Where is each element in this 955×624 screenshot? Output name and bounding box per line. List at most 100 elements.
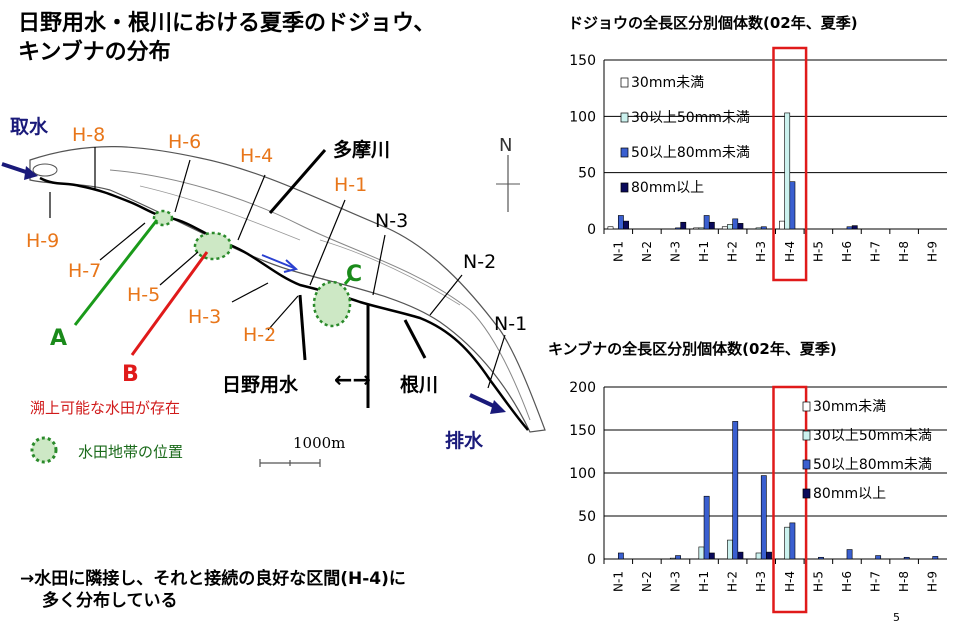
hino-label: 日野用水 <box>222 374 299 396</box>
x-tick-label: H-4 <box>783 571 797 592</box>
bar-H-4-1 <box>784 112 791 230</box>
hino-canal-line <box>39 176 529 431</box>
scale-bar <box>259 459 321 467</box>
page-number: 5 <box>893 611 900 624</box>
label-n2: N-2 <box>463 251 497 273</box>
crucian-chart: 050100150200個体数N-1N-2N-3H-1H-2H-3H-4H-5H… <box>569 380 947 614</box>
line-c <box>343 277 352 285</box>
bar-H-1-2 <box>703 495 710 560</box>
line-a <box>73 219 159 326</box>
label-h6: H-6 <box>168 131 202 153</box>
intake-arrowhead <box>24 166 38 180</box>
label-n1: N-1 <box>494 313 528 335</box>
label-a: A <box>50 326 68 351</box>
x-tick-label: H-3 <box>754 241 768 262</box>
bar-H-3-1 <box>755 227 762 230</box>
bar-N-3-3 <box>680 221 687 230</box>
paddy-zone-h4 <box>193 231 233 261</box>
chart1-title: ドジョウの全長区分別個体数(02年、夏季) <box>568 14 858 32</box>
legend-swatch <box>620 112 629 123</box>
bar-H-1-3 <box>708 552 715 560</box>
bar-H-5-2 <box>818 556 824 560</box>
bar-H-3-3 <box>766 551 772 560</box>
legend-swatch <box>802 488 811 499</box>
bar-N-3-2 <box>675 227 681 230</box>
legend-label: 50以上80mm未満 <box>631 145 750 161</box>
bar-H-2-2 <box>732 218 739 230</box>
legend-label: 水田地帯の位置 <box>78 443 184 461</box>
x-tick-label: N-2 <box>640 571 654 592</box>
bar-N-3-2 <box>675 555 681 560</box>
x-tick-label: H-1 <box>697 241 711 262</box>
tama-pointer <box>268 149 327 214</box>
bar-H-4-2 <box>789 181 796 230</box>
x-tick-label: N-3 <box>668 241 682 262</box>
legend-label: 50以上80mm未満 <box>813 457 932 473</box>
y-tick-label: 50 <box>578 166 596 182</box>
label-h3: H-3 <box>188 306 222 328</box>
y-tick-label: 0 <box>587 222 596 238</box>
y-tick-label: 100 <box>569 466 596 482</box>
x-tick-label: H-8 <box>897 571 911 592</box>
paddy-zone-c <box>312 280 352 328</box>
north-label: N <box>499 135 513 156</box>
discharge-label: 排水 <box>445 430 484 452</box>
bar-H-9-2 <box>932 556 939 560</box>
highlight-box <box>772 46 808 282</box>
bar-H-4-0 <box>779 220 785 230</box>
conclusion-line1: →水田に隣接し、それと接続の良好な区間(H-4)に <box>20 569 406 589</box>
y-tick-label: 200 <box>569 380 596 396</box>
slide-title-line2: キンブナの分布 <box>18 40 171 65</box>
legend-swatch <box>620 147 629 158</box>
y-tick-label: 150 <box>569 53 596 69</box>
x-tick-label: H-8 <box>897 241 911 262</box>
y-tick-label: 0 <box>587 552 596 568</box>
slide-title-line1: 日野用水・根川における夏季のドジョウ、 <box>18 11 436 36</box>
label-b: B <box>122 362 139 387</box>
bar-H-2-2 <box>732 421 739 560</box>
discharge-arrowhead <box>490 400 506 414</box>
x-tick-label: H-2 <box>726 571 740 592</box>
x-tick-label: N-2 <box>640 241 654 262</box>
conclusion-line2: 多く分布している <box>42 591 178 611</box>
bar-H-3-1 <box>755 552 762 560</box>
loach-chart: 050100150個体数N-1N-2N-3H-1H-2H-3H-4H-5H-6H… <box>569 46 947 282</box>
x-tick-label: H-9 <box>926 571 940 592</box>
chart2-title: キンブナの全長区分別個体数(02年、夏季) <box>548 340 837 358</box>
bar-H-2-1 <box>727 224 733 230</box>
legend-label: 30以上50mm未満 <box>813 428 932 444</box>
label-h2: H-2 <box>243 324 277 346</box>
legend-label: 30mm未満 <box>813 399 886 415</box>
slide-title: 日野用水・根川における夏季のドジョウ、 キンブナの分布 <box>18 9 435 67</box>
label-h5: H-5 <box>127 284 161 306</box>
bar-H-1-1 <box>698 227 705 230</box>
leader-lines <box>49 147 506 389</box>
hino-pointer <box>298 294 307 361</box>
legend-swatch <box>802 401 811 412</box>
label-h8: H-8 <box>72 124 106 146</box>
bar-H-1-2 <box>703 215 710 230</box>
x-tick-label: H-7 <box>869 571 883 592</box>
label-n3: N-3 <box>375 210 409 232</box>
y-tick-label: 100 <box>569 109 596 125</box>
bar-H-6-3 <box>851 225 858 230</box>
x-tick-label: H-9 <box>926 241 940 262</box>
scale-label: 1000m <box>293 434 346 452</box>
x-tick-label: H-6 <box>840 571 854 592</box>
highlight-box <box>772 385 808 614</box>
legend-label: 30mm未満 <box>631 75 704 91</box>
bar-N-1-2 <box>617 215 624 230</box>
x-tick-label: H-6 <box>840 241 854 262</box>
label-h4: H-4 <box>240 145 274 167</box>
line-b <box>130 251 209 356</box>
bar-H-6-2 <box>846 549 853 560</box>
intake-label: 取水 <box>10 116 49 138</box>
bar-H-7-2 <box>875 555 882 560</box>
negawa-pointer <box>403 319 427 359</box>
bar-H-2-3 <box>737 551 744 560</box>
bar-N-1-2 <box>617 552 624 560</box>
bar-H-3-2 <box>760 226 767 230</box>
x-tick-label: H-4 <box>783 241 797 262</box>
river-channel-lines <box>139 185 461 306</box>
paddy-zone-h6 <box>152 209 174 227</box>
